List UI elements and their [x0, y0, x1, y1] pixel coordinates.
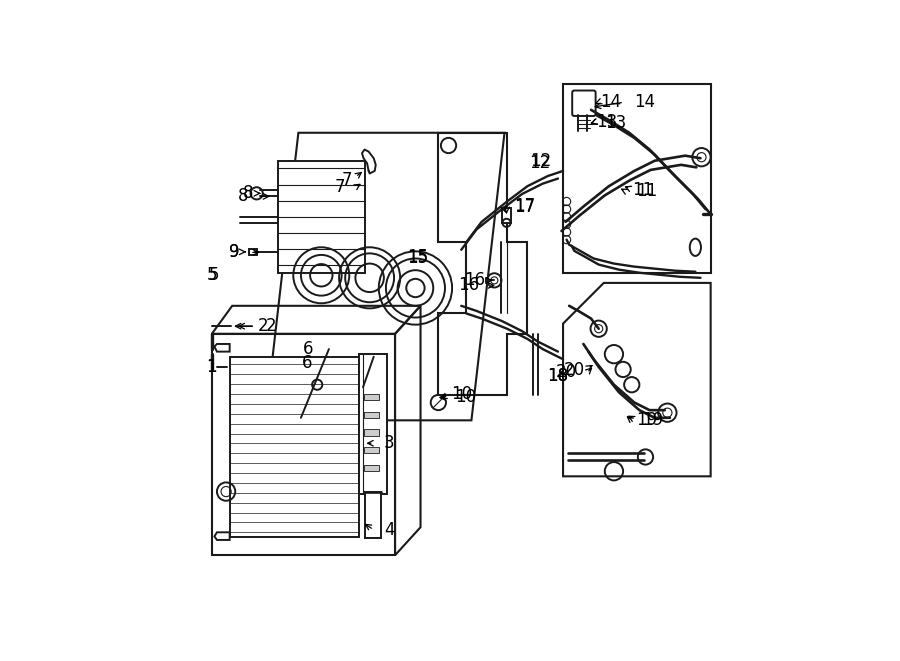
Text: 19: 19 [636, 411, 658, 430]
Text: 12: 12 [530, 152, 552, 170]
Text: 8: 8 [243, 184, 254, 202]
Text: 10: 10 [451, 385, 472, 403]
Text: 10: 10 [455, 389, 476, 407]
Bar [364, 492, 381, 539]
Bar [278, 161, 365, 273]
Text: 13: 13 [605, 114, 626, 132]
Text: 5: 5 [209, 266, 220, 284]
Text: 18: 18 [547, 367, 568, 385]
Text: 4: 4 [384, 521, 394, 539]
Text: 13: 13 [596, 112, 617, 131]
Text: 11: 11 [633, 180, 653, 199]
Text: 12: 12 [529, 154, 551, 173]
Bar [364, 430, 379, 436]
Text: 19: 19 [642, 411, 663, 430]
Text: 1: 1 [206, 358, 217, 376]
Bar [364, 465, 379, 471]
Bar [230, 357, 359, 537]
Text: 2: 2 [266, 317, 276, 335]
Text: 1: 1 [206, 358, 217, 376]
Text: 18: 18 [547, 367, 568, 385]
Text: 9: 9 [230, 243, 239, 261]
Text: 11: 11 [635, 182, 657, 200]
FancyBboxPatch shape [572, 91, 596, 116]
Text: 8: 8 [238, 187, 248, 206]
Text: 16: 16 [458, 276, 479, 294]
Text: 20: 20 [563, 362, 584, 379]
Text: 20: 20 [556, 363, 577, 381]
Text: 6: 6 [302, 354, 313, 372]
Bar [364, 394, 379, 400]
Bar [359, 354, 387, 494]
Text: 9: 9 [229, 243, 239, 261]
Text: 16: 16 [464, 272, 486, 290]
Text: 6: 6 [303, 340, 314, 358]
Bar [502, 208, 511, 223]
Bar [364, 447, 379, 453]
Text: 14: 14 [634, 93, 655, 111]
Bar [364, 412, 379, 418]
Text: 7: 7 [335, 178, 346, 196]
Text: 7: 7 [341, 171, 352, 188]
Text: 2: 2 [257, 317, 268, 335]
Bar [248, 249, 256, 255]
Text: 3: 3 [384, 434, 394, 452]
Text: 17: 17 [514, 198, 535, 215]
Text: 15: 15 [408, 249, 428, 268]
Text: 14: 14 [600, 93, 621, 110]
Text: 5: 5 [207, 266, 217, 284]
Text: 15: 15 [408, 249, 428, 266]
Text: 17: 17 [514, 196, 535, 215]
